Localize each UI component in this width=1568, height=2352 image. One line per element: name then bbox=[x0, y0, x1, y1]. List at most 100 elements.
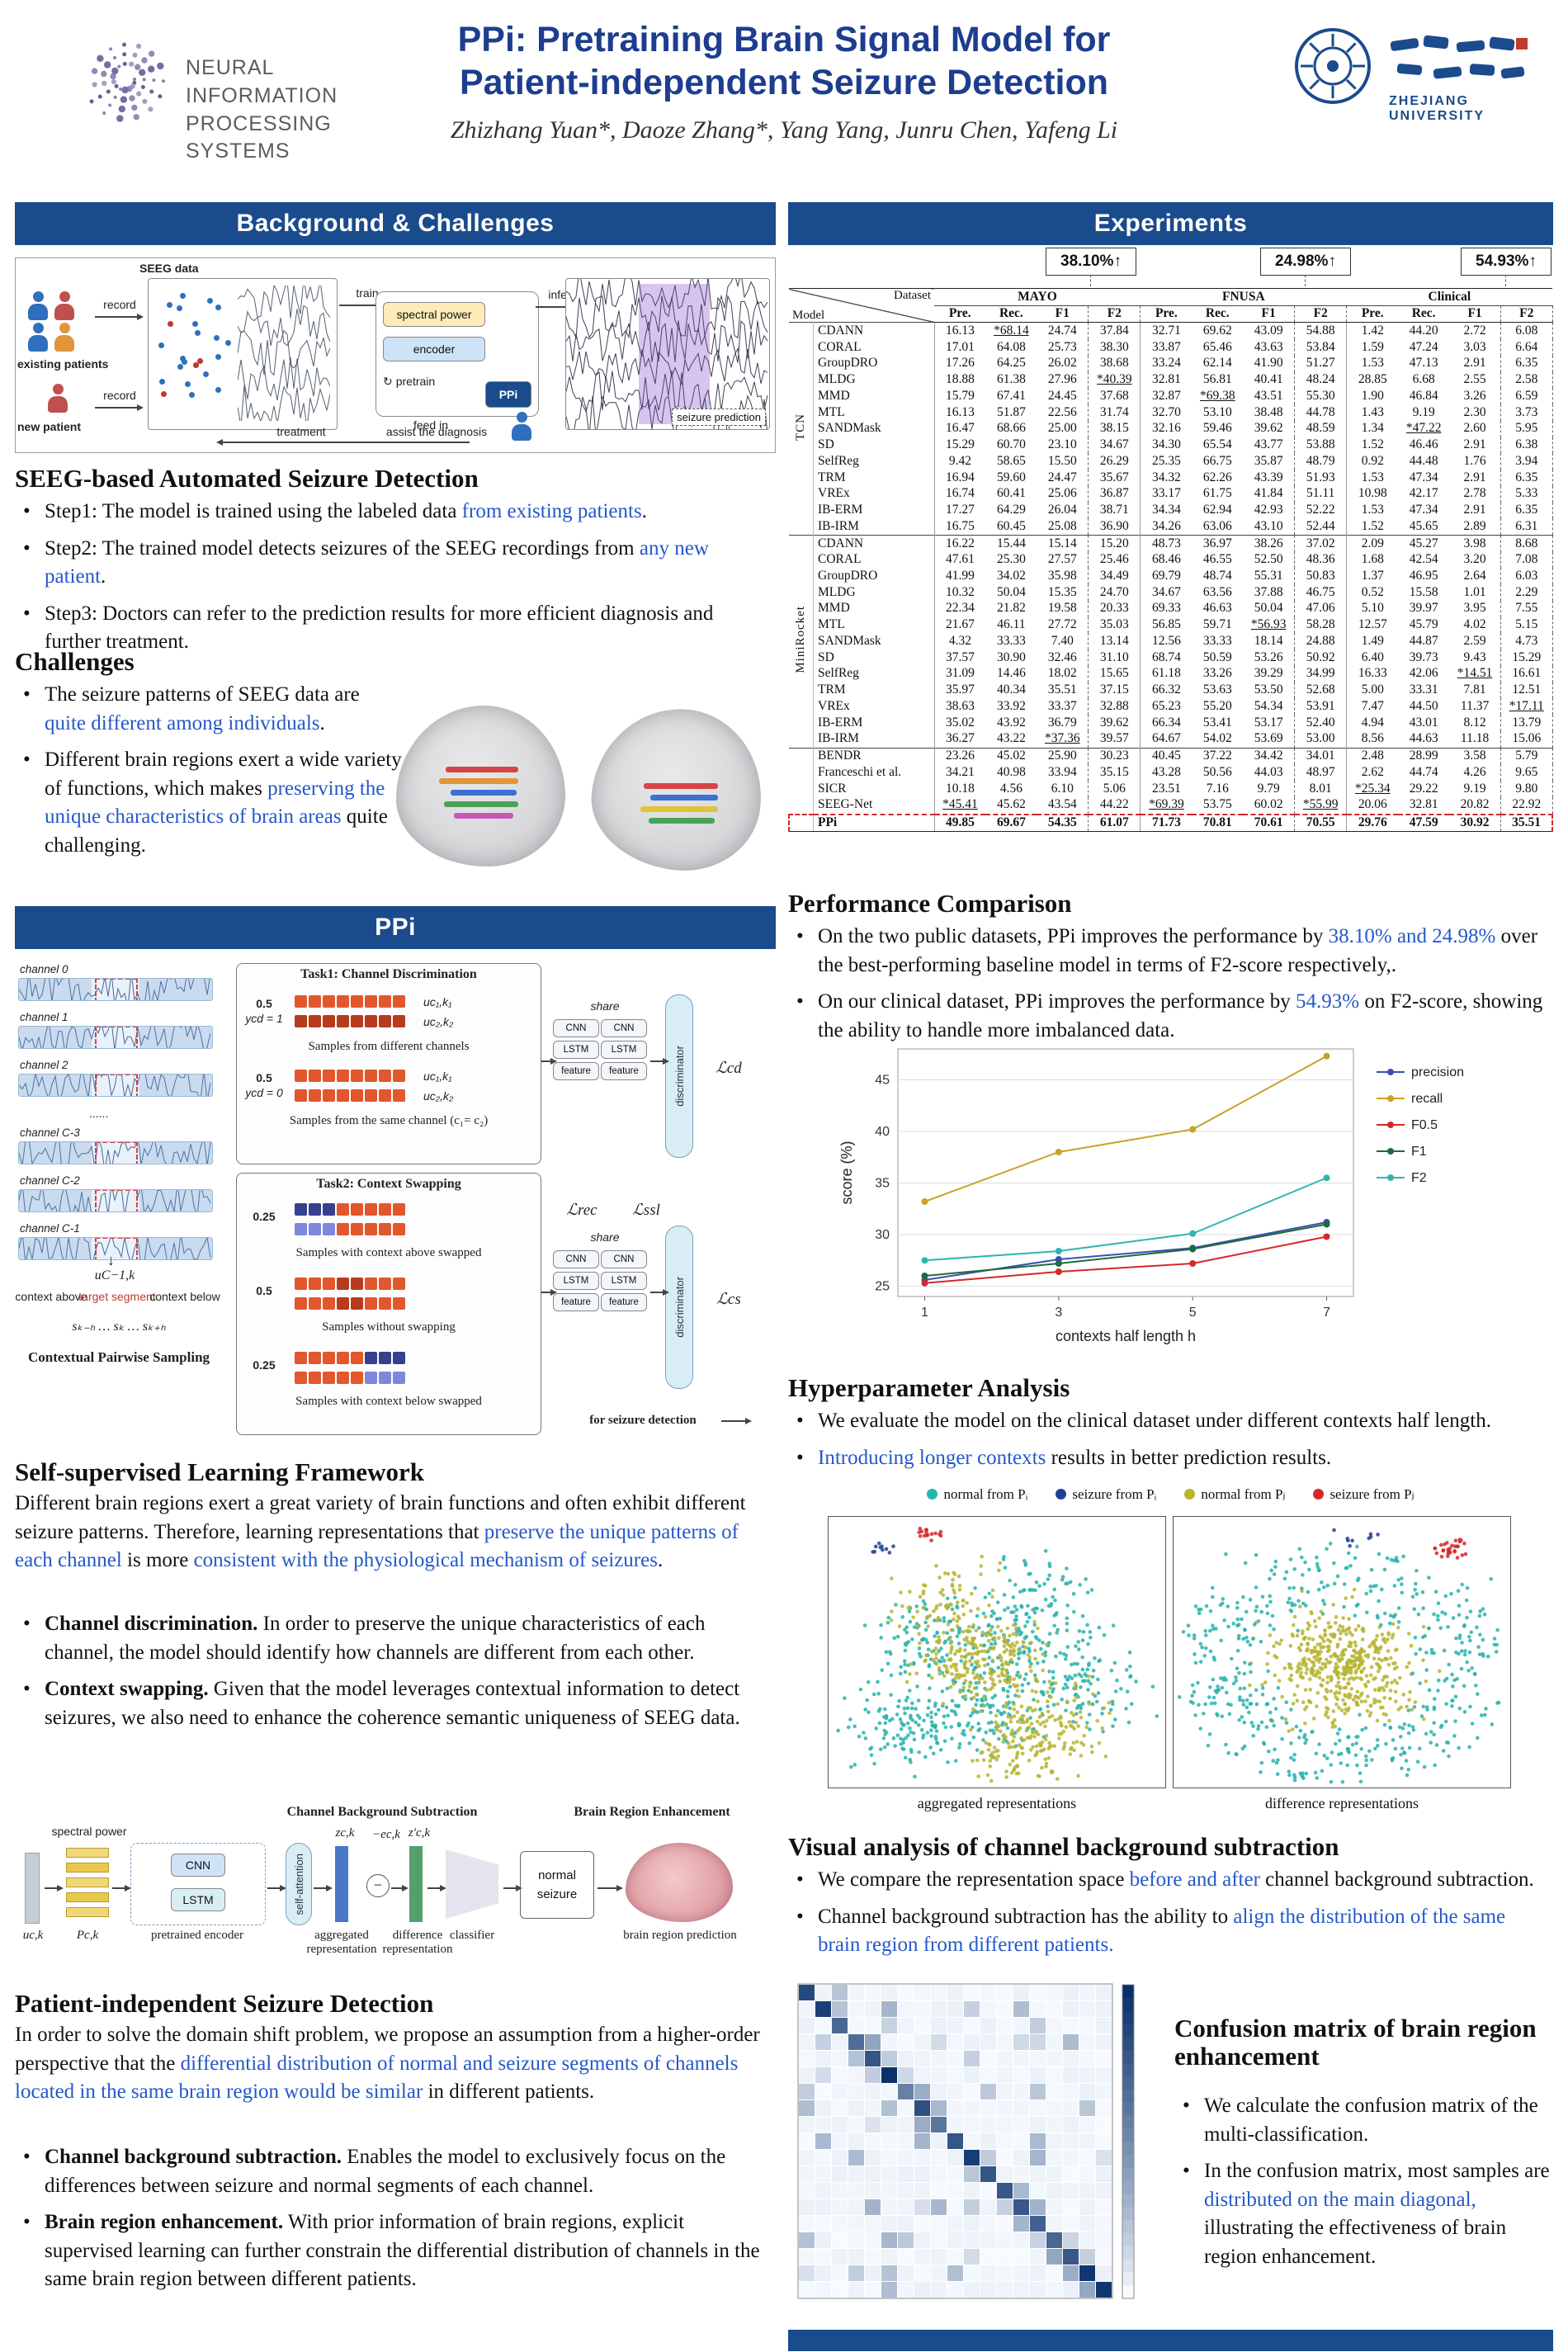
table-cell: 35.51 bbox=[1047, 682, 1077, 697]
feature-block: feature bbox=[553, 1293, 599, 1311]
arrow-right-icon bbox=[650, 1289, 669, 1296]
diagram-label: Samples from different channels bbox=[308, 1040, 470, 1053]
background-pipeline-diagram: SEEG data existing patients new patient rec… bbox=[15, 257, 776, 453]
table-cell: 59.71 bbox=[1202, 617, 1232, 632]
model-name-cell: SANDMask bbox=[813, 420, 935, 437]
diagram-label: classifier bbox=[449, 1929, 495, 1942]
table-cell: 46.63 bbox=[1202, 601, 1232, 616]
detection-steps: Step1: The model is trained using the la… bbox=[15, 498, 767, 665]
context-above-shade bbox=[19, 979, 92, 1000]
table-cell: 3.98 bbox=[1449, 535, 1501, 552]
target-segment-box bbox=[95, 1238, 138, 1259]
spectral-power-chip: spectral power bbox=[383, 302, 485, 327]
svg-text:1: 1 bbox=[921, 1306, 928, 1320]
table-cell: 28.85 bbox=[1346, 371, 1399, 389]
electrode-dot bbox=[160, 391, 167, 398]
table-cell: 65.46 bbox=[1202, 339, 1232, 354]
confusion-bullets: We calculate the confusion matrix of the… bbox=[1174, 2092, 1550, 2279]
performance-bullets: On the two public datasets, PPi improves… bbox=[788, 923, 1549, 1053]
table-row: MLDG 18.88 61.38 27.96 *40.39 32.81 56.81 40.41… bbox=[789, 371, 1553, 389]
brain-illustrations bbox=[396, 691, 774, 904]
table-cell: 8.56 bbox=[1346, 730, 1399, 749]
text-segment: . bbox=[641, 500, 647, 522]
electrode-dot bbox=[215, 353, 222, 360]
table-cell: 25.08 bbox=[1047, 518, 1077, 533]
diagram-label: uc₁,k₁ bbox=[423, 1070, 452, 1083]
diagram-label: ...... bbox=[89, 1107, 109, 1120]
table-cell: 48.97 bbox=[1294, 764, 1348, 782]
text-segment: . bbox=[101, 565, 106, 588]
table-cell: 25.90 bbox=[1037, 747, 1089, 765]
table-row: TRM 16.94 59.60 24.47 35.67 34.32 62.26 43.39 51… bbox=[789, 470, 1553, 486]
section-banner-background: Background & Challenges bbox=[15, 202, 776, 245]
table-cell: 15.14 bbox=[1037, 535, 1089, 552]
diagram-label: record bbox=[103, 389, 136, 402]
electrode-dot bbox=[158, 342, 164, 348]
table-cell: 6.35 bbox=[1500, 502, 1553, 519]
table-cell: 34.01 bbox=[1294, 747, 1348, 765]
metric-header: Rec. bbox=[985, 305, 1037, 324]
electrode-bar bbox=[446, 767, 518, 772]
table-cell: 48.79 bbox=[1294, 453, 1348, 470]
table-cell: 51.87 bbox=[996, 404, 1026, 419]
list-item: Channel discrimination. In order to pres… bbox=[15, 1610, 771, 1667]
model-name-cell: MTL bbox=[813, 404, 935, 421]
person-icon bbox=[54, 291, 75, 324]
table-cell: 46.84 bbox=[1409, 388, 1438, 403]
table-cell: 39.62 bbox=[1088, 715, 1141, 731]
list-item: We calculate the confusion matrix of the… bbox=[1174, 2092, 1550, 2149]
table-cell: 6.08 bbox=[1500, 322, 1553, 340]
table-cell: 51.27 bbox=[1294, 355, 1348, 372]
classifier-shape bbox=[446, 1849, 498, 1919]
text-segment: Different brain regions exert a wide var… bbox=[45, 749, 402, 800]
text-segment: differential distribution of normal and … bbox=[15, 2052, 739, 2104]
table-row: MLDG 10.32 50.04 15.35 24.70 34.67 63.56 37.88 4… bbox=[789, 584, 1553, 601]
table-row: SD 37.57 30.90 32.46 31.10 68.74 50.59 53.26 50.… bbox=[789, 649, 1553, 666]
diagram-label: Pc,k bbox=[76, 1929, 99, 1942]
table-cell: 35.97 bbox=[933, 682, 986, 699]
table-cell: 32.81 bbox=[1409, 797, 1438, 812]
table-cell: 15.35 bbox=[1047, 584, 1077, 599]
table-row: SANDMask 16.47 68.66 25.00 38.15 32.16 59.46 39… bbox=[789, 420, 1553, 437]
table-cell: 15.29 bbox=[933, 437, 986, 454]
model-name-cell: IB-ERM bbox=[813, 715, 935, 731]
table-cell: 2.59 bbox=[1463, 633, 1486, 648]
diagram-label: brain region prediction bbox=[623, 1929, 737, 1942]
table-cell: 12.56 bbox=[1140, 633, 1193, 650]
output-seizure: seizure bbox=[536, 1887, 578, 1901]
table-cell: 1.43 bbox=[1346, 404, 1399, 421]
tsne-scatter-plots bbox=[828, 1516, 1511, 1788]
table-row: SelfReg 31.09 14.46 18.02 15.65 61.18 33.26 39.… bbox=[789, 665, 1553, 682]
table-row: SEEG-Net *45.41 45.62 43.54 44.22 *69.39 53.75… bbox=[789, 796, 1553, 815]
channel-strip bbox=[18, 1237, 213, 1260]
diagram-label: ℒrec bbox=[566, 1202, 597, 1219]
text-segment: Channel background subtraction. bbox=[45, 2146, 342, 2168]
metric-header: F1 bbox=[1243, 305, 1295, 324]
table-cell: 33.87 bbox=[1140, 339, 1193, 356]
list-item: Different brain regions exert a wide var… bbox=[15, 746, 404, 860]
context-below-shade bbox=[139, 979, 212, 1000]
zju-chinese-calligraphy bbox=[1390, 33, 1531, 91]
table-cell: 44.50 bbox=[1409, 698, 1438, 713]
list-item: The seizure patterns of SEEG data are qu… bbox=[15, 681, 404, 738]
arrow-right-icon bbox=[45, 1885, 64, 1892]
table-cell: 34.67 bbox=[1088, 437, 1141, 454]
table-cell: 36.97 bbox=[1192, 535, 1244, 552]
table-cell: 50.92 bbox=[1294, 649, 1348, 666]
table-cell: 35.51 bbox=[1500, 813, 1554, 833]
table-cell: 48.24 bbox=[1294, 371, 1348, 389]
text-segment: 38.10% and 24.98% bbox=[1328, 925, 1496, 947]
table-cell: 6.59 bbox=[1500, 388, 1553, 405]
text-segment: Context swapping. bbox=[45, 1678, 209, 1700]
heading-confusion: Confusion matrix of brain region enhance… bbox=[1174, 2014, 1537, 2071]
table-cell: 53.63 bbox=[1202, 682, 1232, 697]
table-row: IB-IRM 36.27 43.22 *37.36 39.57 64.67 54.02 53.… bbox=[789, 730, 1553, 749]
table-cell: 11.37 bbox=[1460, 698, 1490, 713]
table-cell: *68.14 bbox=[985, 322, 1037, 340]
table-cell: 2.29 bbox=[1500, 584, 1553, 601]
table-cell: 12.57 bbox=[1346, 616, 1399, 634]
person-icon bbox=[27, 291, 49, 324]
electrode-dot bbox=[197, 358, 204, 365]
table-cell: 1.34 bbox=[1346, 420, 1399, 437]
text-segment: Step3: Doctors can refer to the predicti… bbox=[45, 602, 714, 654]
